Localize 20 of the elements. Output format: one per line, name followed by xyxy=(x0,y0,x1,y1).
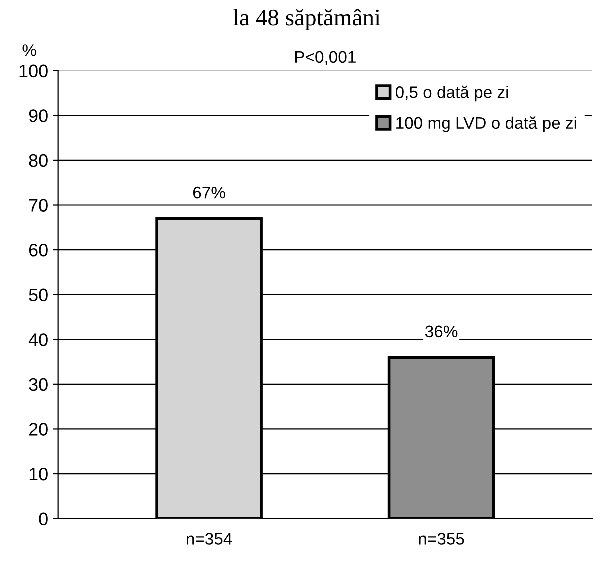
text: P<0,001 xyxy=(296,51,356,66)
x-tick-label: n=355 xyxy=(419,533,464,545)
y-tick-label: 20 xyxy=(29,423,48,436)
y-tick-label: 100 xyxy=(20,64,48,78)
y-tick-label: 60 xyxy=(29,244,48,257)
y-tick-label: 40 xyxy=(28,334,48,346)
y-tick-label: 0 xyxy=(39,512,48,526)
legend-label: 0,5 o dată pe zi xyxy=(396,86,508,102)
x-tick-label: n=354 xyxy=(186,533,232,545)
chart-title: la 48 săptămâni xyxy=(233,9,381,31)
legend-label: 100 mg LVD o dată pe zi xyxy=(396,116,576,132)
y-tick-label: 90 xyxy=(29,110,48,122)
y-tick-label: 30 xyxy=(29,378,48,392)
data-label: 67% xyxy=(193,186,226,199)
y-axis-title: % xyxy=(22,44,36,56)
y-tick-label: 50 xyxy=(29,288,48,302)
y-tick-label: 70 xyxy=(29,199,48,212)
y-tick-label: 10 xyxy=(30,468,48,481)
y-tick-label: 80 xyxy=(29,154,48,168)
data-label: 36% xyxy=(426,326,458,338)
